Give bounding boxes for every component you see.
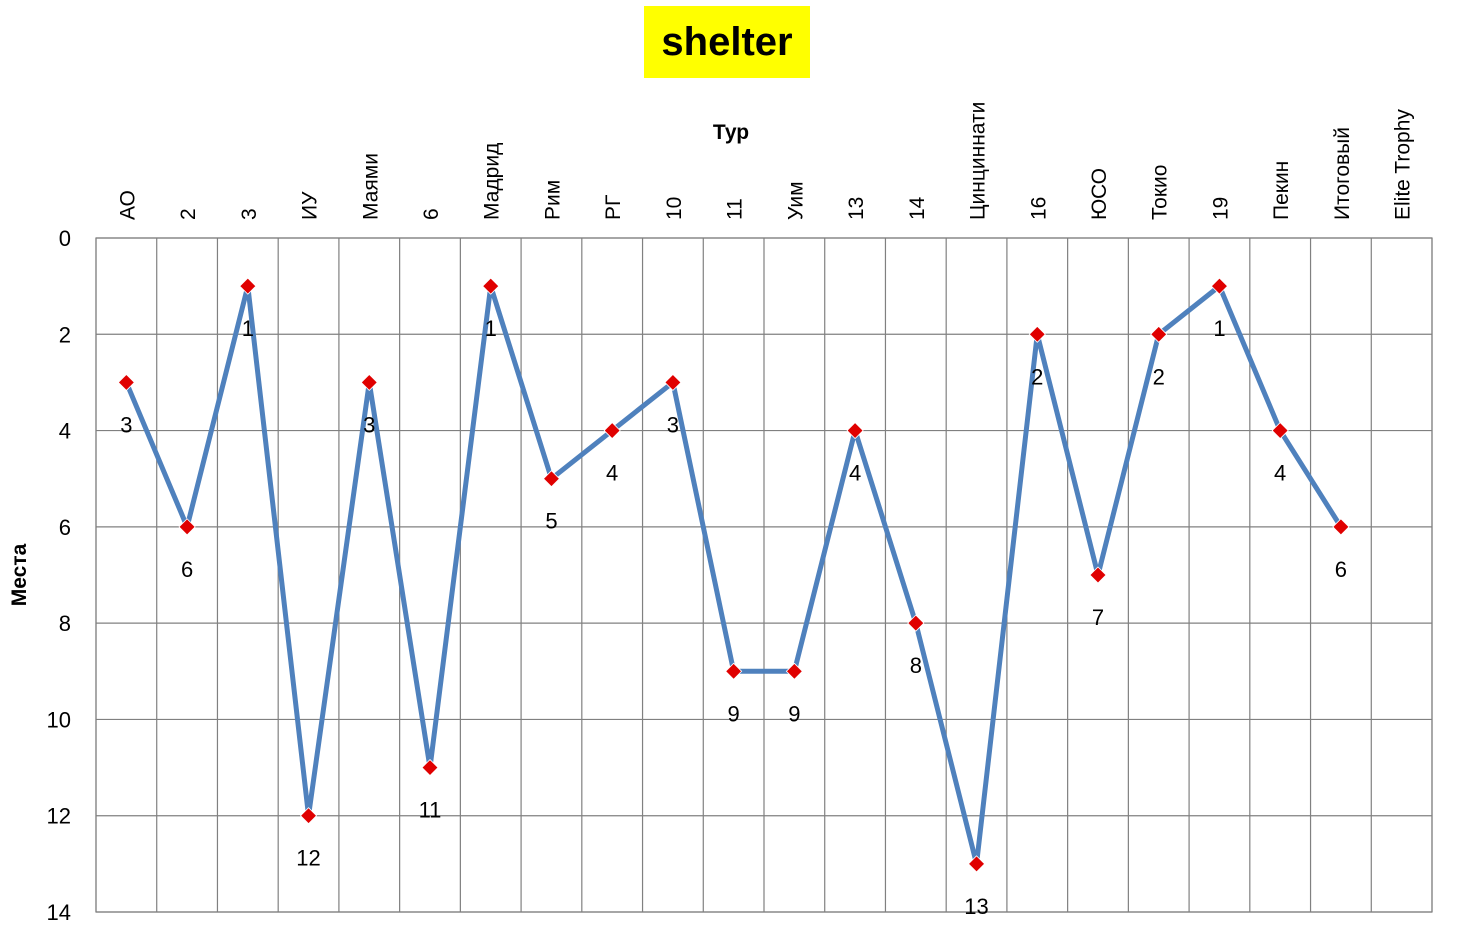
data-label: 2 [1153,364,1165,389]
data-point-marker [299,807,318,825]
data-label: 7 [1092,605,1104,630]
y-tick-label: 12 [47,804,71,829]
data-point-marker [907,614,925,632]
x-tick-label: Elite Trophy [1392,109,1415,220]
data-label: 3 [667,412,679,437]
data-point-marker [1089,566,1107,584]
x-tick-label: Пекин [1270,161,1293,220]
data-point-marker [117,373,135,391]
x-tick-label: 6 [420,208,443,220]
data-label: 1 [242,316,254,341]
x-tick-label: 2 [177,208,200,220]
data-label: 9 [788,701,800,726]
x-tick-label: Мадрид [481,143,504,220]
data-point-marker [178,518,196,536]
x-tick-label: ИУ [299,191,322,220]
y-axis-title: Места [8,543,31,606]
data-point-marker [967,855,986,873]
y-tick-label: 10 [47,707,71,732]
data-point-marker [360,373,378,391]
data-label: 1 [1213,316,1225,341]
x-tick-label: РГ [602,195,625,220]
x-tick-label: Уим [784,181,807,220]
x-tick-label: 10 [663,197,686,220]
x-tick-label: 19 [1209,197,1232,220]
x-tick-label: Итоговый [1331,127,1354,220]
data-point-marker [1150,325,1168,343]
data-label: 4 [1274,461,1286,486]
data-point-marker [1210,277,1229,295]
x-tick-label: 13 [845,197,868,220]
y-tick-label: 4 [59,419,71,444]
data-label: 4 [849,461,861,486]
x-tick-label: ЮСО [1088,168,1111,220]
data-label: 13 [964,894,988,919]
x-tick-label: Цинциннати [967,102,990,220]
data-point-marker [725,662,743,680]
data-label: 6 [1335,557,1347,582]
data-label: 11 [419,798,442,823]
data-point-marker [1028,325,1046,343]
y-tick-label: 6 [59,515,71,540]
y-tick-label: 14 [47,900,71,925]
data-point-marker [664,373,682,391]
data-label: 1 [485,316,497,341]
data-point-marker [482,277,500,295]
x-axis-title: Тур [713,121,749,144]
x-tick-label: 11 [724,198,747,220]
data-point-marker [1271,422,1289,440]
chart-title: shelter [644,6,810,78]
data-point-marker [846,422,864,440]
x-tick-label: Рим [541,180,564,220]
data-label: 12 [296,846,320,871]
data-label: 3 [120,412,132,437]
y-tick-label: 8 [59,611,71,636]
data-label: 4 [606,461,618,486]
x-tick-label: 14 [906,196,929,220]
x-tick-label: 3 [238,208,261,220]
x-tick-label: Маями [359,153,382,220]
y-tick-label: 2 [59,322,71,347]
data-point-marker [1332,518,1350,536]
data-label: 9 [728,701,740,726]
data-label: 3 [363,412,375,437]
data-label: 8 [910,653,922,678]
x-tick-label: 16 [1027,197,1050,220]
data-label: 2 [1031,364,1043,389]
x-tick-label: АО [116,190,139,220]
y-tick-label: 0 [59,226,71,251]
data-label: 5 [545,509,557,534]
data-point-marker [785,662,803,680]
x-tick-label: Токио [1149,165,1172,220]
data-point-marker [421,759,439,777]
data-point-marker [239,277,257,295]
data-point-marker [603,422,621,440]
data-point-marker [542,470,561,488]
data-label: 6 [181,557,193,582]
